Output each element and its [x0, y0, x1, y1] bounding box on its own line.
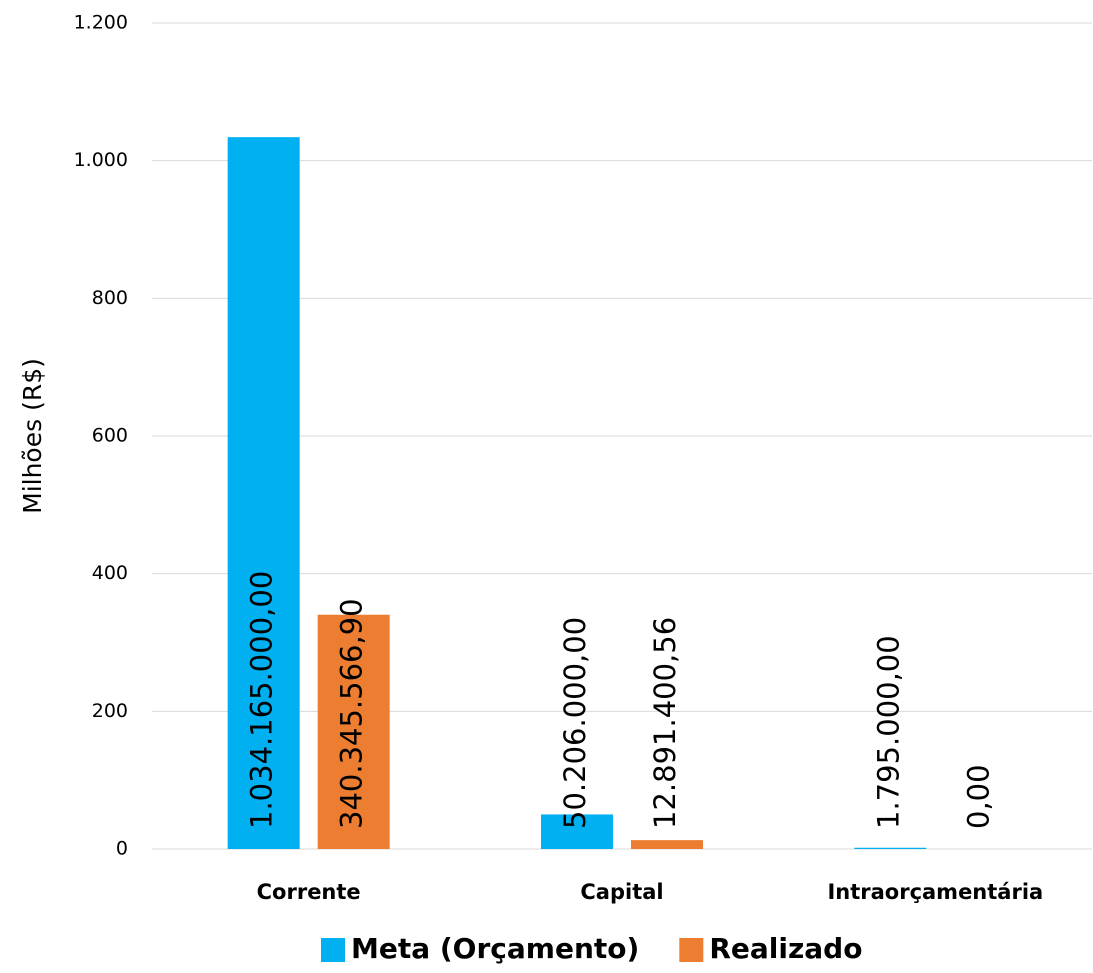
- value-label: 1.034.165.000,00: [245, 571, 279, 829]
- y-axis-title: Milhões (R$): [18, 358, 47, 514]
- value-label: 12.891.400,56: [648, 617, 682, 829]
- y-tick-label: 0: [116, 838, 128, 860]
- value-label: 0,00: [961, 764, 995, 829]
- y-tick-label: 600: [92, 425, 128, 447]
- y-tick-label: 1.200: [74, 12, 128, 34]
- y-tick-label: 400: [92, 562, 128, 584]
- legend-swatch: [321, 938, 345, 962]
- legend-label: Meta (Orçamento): [351, 932, 639, 965]
- x-tick-label: Capital: [580, 880, 663, 904]
- y-tick-label: 200: [92, 700, 128, 722]
- bar: [631, 840, 703, 849]
- y-tick-label: 800: [92, 287, 128, 309]
- x-tick-label: Intraorçamentária: [827, 880, 1043, 904]
- value-label: 340.345.566,90: [335, 598, 369, 829]
- bar: [541, 814, 613, 849]
- legend-swatch: [679, 938, 704, 962]
- x-tick-label: Corrente: [257, 880, 361, 904]
- bar: [317, 614, 390, 849]
- bar: [854, 847, 927, 849]
- value-label: 1.795.000,00: [871, 635, 905, 829]
- bar: [227, 137, 300, 849]
- y-tick-label: 1.000: [74, 149, 128, 171]
- value-label: 50.206.000,00: [558, 617, 592, 829]
- legend-label: Realizado: [709, 932, 862, 965]
